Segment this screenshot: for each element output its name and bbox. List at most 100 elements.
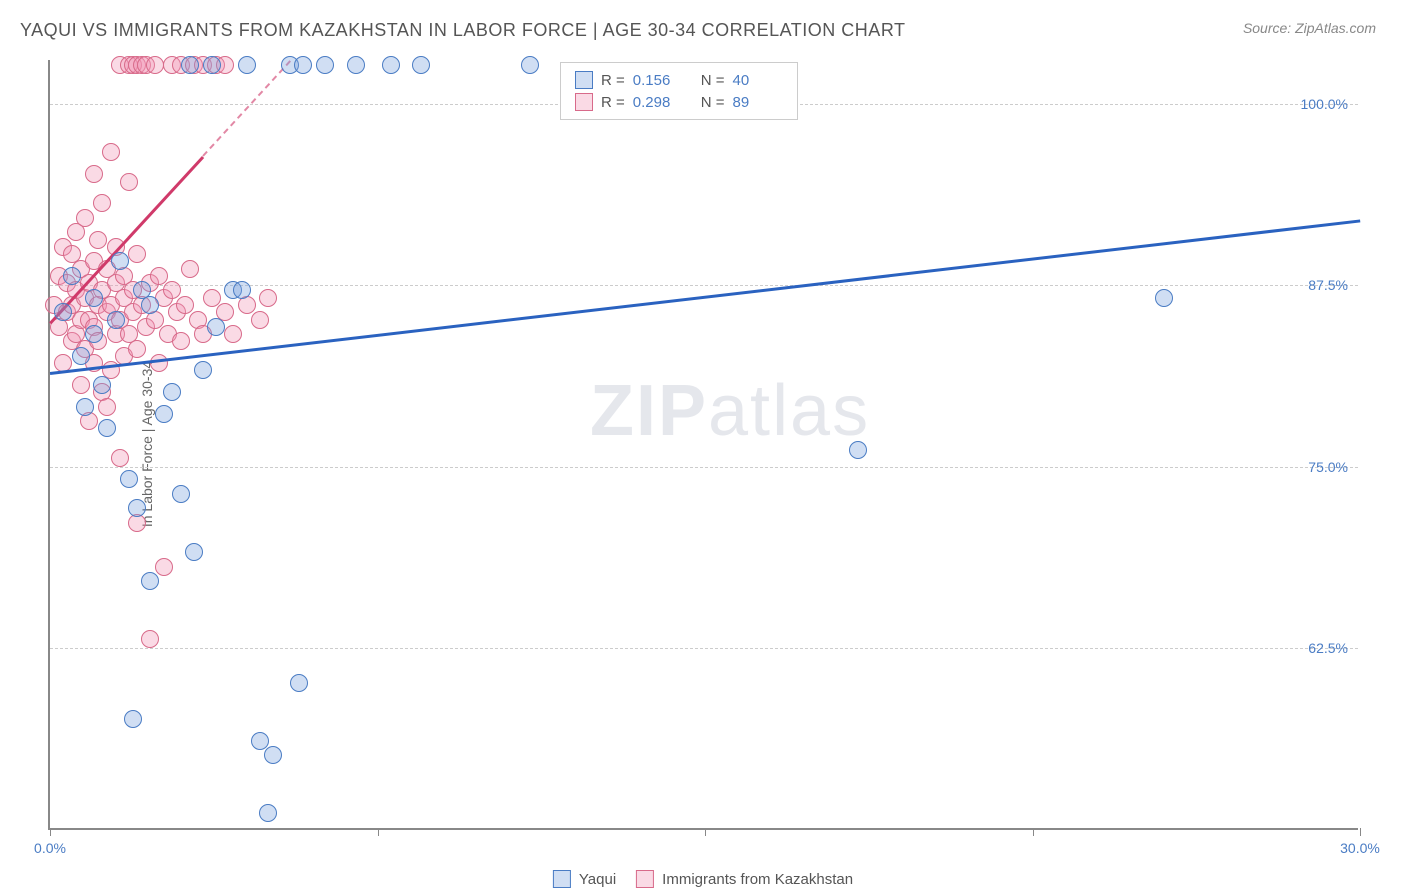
scatter-point (163, 281, 181, 299)
scatter-point (98, 419, 116, 437)
scatter-point (63, 267, 81, 285)
scatter-point (233, 281, 251, 299)
scatter-point (259, 804, 277, 822)
x-tick-label: 0.0% (34, 840, 66, 856)
y-tick-label: 75.0% (1308, 459, 1348, 475)
scatter-point (163, 383, 181, 401)
scatter-point (150, 354, 168, 372)
scatter-point (54, 303, 72, 321)
legend-series-item: Immigrants from Kazakhstan (636, 870, 853, 888)
legend-n-value: 89 (733, 94, 783, 111)
scatter-point (251, 732, 269, 750)
scatter-point (98, 398, 116, 416)
legend-series-item: Yaqui (553, 870, 616, 888)
scatter-point (203, 289, 221, 307)
legend-r-label: R = (601, 72, 625, 89)
scatter-point (76, 209, 94, 227)
legend-swatch (575, 93, 593, 111)
scatter-point (207, 318, 225, 336)
scatter-point (85, 325, 103, 343)
legend-swatch (553, 870, 571, 888)
watermark-rest: atlas (708, 371, 870, 451)
x-tick-label: 30.0% (1340, 840, 1380, 856)
y-tick-label: 100.0% (1301, 96, 1348, 112)
scatter-point (102, 143, 120, 161)
legend-swatch (575, 71, 593, 89)
trend-line-dashed (202, 60, 291, 156)
x-tick (1033, 828, 1034, 836)
x-tick (378, 828, 379, 836)
chart-title: YAQUI VS IMMIGRANTS FROM KAZAKHSTAN IN L… (20, 20, 905, 41)
gridline-horizontal (50, 467, 1358, 468)
scatter-point (203, 56, 221, 74)
legend-row: R = 0.156 N = 40 (575, 69, 783, 91)
legend-swatch (636, 870, 654, 888)
scatter-point (238, 56, 256, 74)
plot-area: In Labor Force | Age 30-34 ZIPatlas 62.5… (48, 60, 1358, 830)
x-tick (705, 828, 706, 836)
scatter-point (412, 56, 430, 74)
scatter-point (128, 245, 146, 263)
scatter-point (120, 173, 138, 191)
scatter-point (141, 572, 159, 590)
legend-r-label: R = (601, 94, 625, 111)
watermark: ZIPatlas (590, 370, 870, 452)
scatter-point (259, 289, 277, 307)
scatter-point (316, 56, 334, 74)
scatter-point (176, 296, 194, 314)
scatter-point (181, 56, 199, 74)
scatter-point (264, 746, 282, 764)
y-tick-label: 62.5% (1308, 640, 1348, 656)
legend-series: Yaqui Immigrants from Kazakhstan (553, 870, 853, 888)
scatter-point (224, 325, 242, 343)
scatter-point (172, 485, 190, 503)
scatter-point (124, 710, 142, 728)
scatter-point (93, 376, 111, 394)
scatter-point (155, 405, 173, 423)
scatter-point (93, 194, 111, 212)
scatter-point (185, 543, 203, 561)
scatter-point (849, 441, 867, 459)
scatter-point (521, 56, 539, 74)
scatter-point (382, 56, 400, 74)
scatter-point (347, 56, 365, 74)
legend-r-value: 0.156 (633, 72, 683, 89)
scatter-point (89, 231, 107, 249)
legend-r-value: 0.298 (633, 94, 683, 111)
scatter-point (72, 347, 90, 365)
legend-row: R = 0.298 N = 89 (575, 91, 783, 113)
scatter-point (141, 296, 159, 314)
scatter-point (111, 449, 129, 467)
scatter-point (155, 558, 173, 576)
legend-series-label: Immigrants from Kazakhstan (662, 871, 853, 888)
scatter-point (72, 376, 90, 394)
scatter-point (85, 289, 103, 307)
source-attribution: Source: ZipAtlas.com (1243, 20, 1376, 36)
scatter-point (172, 332, 190, 350)
legend-n-value: 40 (733, 72, 783, 89)
x-tick (50, 828, 51, 836)
scatter-point (251, 311, 269, 329)
gridline-horizontal (50, 648, 1358, 649)
scatter-point (107, 311, 125, 329)
scatter-point (146, 56, 164, 74)
legend-correlation: R = 0.156 N = 40 R = 0.298 N = 89 (560, 62, 798, 120)
watermark-bold: ZIP (590, 371, 708, 451)
legend-n-label: N = (701, 94, 725, 111)
scatter-point (120, 470, 138, 488)
legend-series-label: Yaqui (579, 871, 616, 888)
scatter-point (128, 340, 146, 358)
scatter-point (150, 267, 168, 285)
scatter-point (290, 674, 308, 692)
scatter-point (181, 260, 199, 278)
scatter-point (141, 630, 159, 648)
legend-n-label: N = (701, 72, 725, 89)
scatter-point (85, 165, 103, 183)
y-tick-label: 87.5% (1308, 277, 1348, 293)
scatter-point (294, 56, 312, 74)
scatter-point (128, 499, 146, 517)
scatter-point (76, 398, 94, 416)
scatter-point (1155, 289, 1173, 307)
scatter-point (194, 361, 212, 379)
scatter-point (111, 252, 129, 270)
